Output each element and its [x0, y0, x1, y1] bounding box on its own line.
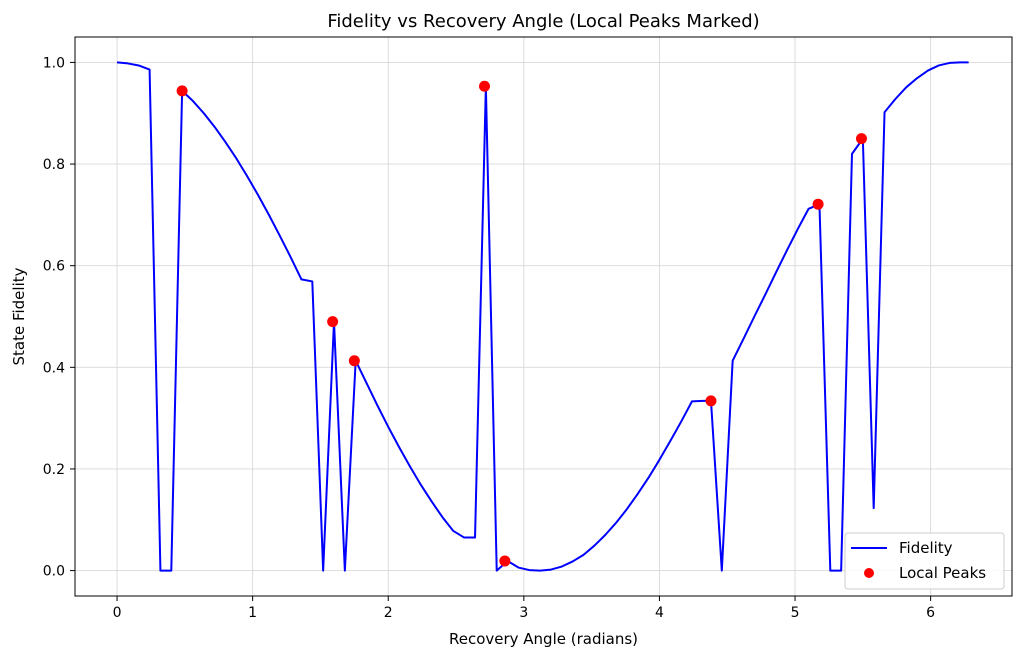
- grid: [75, 37, 1012, 596]
- x-tick-label: 1: [248, 605, 257, 621]
- x-tick-label: 2: [384, 605, 393, 621]
- fidelity-line: [116, 61, 969, 572]
- y-tick-label: 1.0: [43, 55, 65, 71]
- x-axis-label: Recovery Angle (radians): [449, 630, 638, 648]
- ticks: 0 1 2 3 4 5 6 0.0 0.2 0.4 0.6 0.8 1.0: [43, 55, 935, 621]
- series-layer: [116, 61, 969, 572]
- legend-peaks-label: Local Peaks: [899, 564, 986, 582]
- y-tick-label: 0.0: [43, 564, 65, 580]
- x-tick-label: 3: [519, 605, 528, 621]
- peak-point: [176, 85, 188, 97]
- y-tick-label: 0.2: [43, 462, 65, 478]
- x-tick-label: 0: [113, 605, 122, 621]
- peak-point: [327, 316, 339, 328]
- peak-point: [499, 555, 511, 567]
- x-tick-label: 4: [655, 605, 664, 621]
- peak-point: [348, 355, 360, 367]
- legend-peaks-swatch: [864, 568, 874, 578]
- y-tick-label: 0.6: [43, 259, 65, 275]
- y-tick-label: 0.8: [43, 157, 65, 173]
- peak-point: [479, 80, 491, 92]
- legend-fidelity-label: Fidelity: [899, 539, 953, 557]
- peak-point: [705, 395, 717, 407]
- peak-point: [812, 198, 824, 210]
- legend: Fidelity Local Peaks: [844, 532, 1005, 590]
- y-tick-label: 0.4: [43, 360, 65, 376]
- x-tick-label: 5: [791, 605, 800, 621]
- chart-title: Fidelity vs Recovery Angle (Local Peaks …: [327, 11, 759, 32]
- plot-area: [74, 36, 1013, 597]
- peak-point: [855, 133, 867, 145]
- y-axis-label: State Fidelity: [10, 267, 28, 365]
- x-tick-label: 6: [926, 605, 935, 621]
